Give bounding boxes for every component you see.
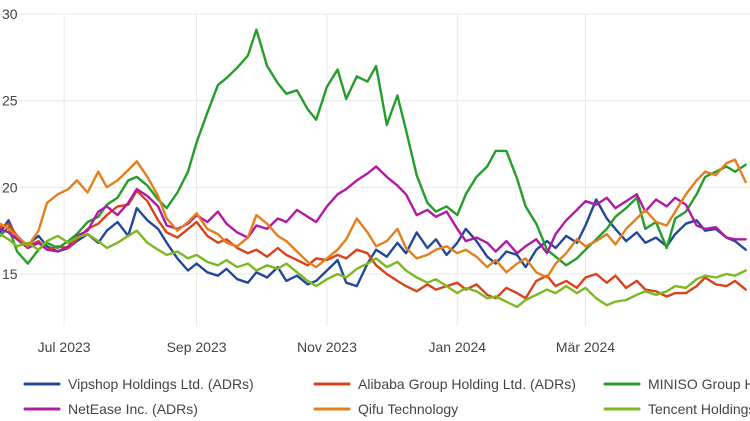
y-tick-label: 20 <box>2 179 18 195</box>
x-tick-label: Jul 2023 <box>38 339 91 355</box>
series-line-4 <box>0 165 747 255</box>
series-line-3 <box>0 28 747 267</box>
x-tick-label: Nov 2023 <box>297 339 357 355</box>
legend-label: Vipshop Holdings Ltd. (ADRs) <box>68 376 254 392</box>
x-tick-label: Sep 2023 <box>167 339 227 355</box>
legend-label: NetEase Inc. (ADRs) <box>68 401 198 417</box>
y-tick-label: 15 <box>2 266 18 282</box>
legend: Vipshop Holdings Ltd. (ADRs) Alibaba Grou… <box>23 376 750 417</box>
y-axis-ticks: 15 20 25 30 <box>2 6 18 282</box>
y-tick-label: 30 <box>2 6 18 22</box>
grid <box>0 13 750 326</box>
series-line-2 <box>0 189 747 300</box>
legend-label: Alibaba Group Holding Ltd. (ADRs) <box>358 376 576 392</box>
series-line-6 <box>0 229 747 309</box>
y-tick-label: 25 <box>2 93 18 109</box>
x-tick-label: Jan 2024 <box>428 339 486 355</box>
legend-label: Tencent Holdings Ltd. <box>648 401 750 417</box>
legend-label: MINISO Group Holding Ltd. (ADRs) <box>648 376 750 392</box>
x-axis-ticks: Jul 2023 Sep 2023 Nov 2023 Jan 2024 Mär 2024 <box>38 339 616 355</box>
series-line-5 <box>0 158 747 279</box>
legend-label: Qifu Technology <box>358 401 458 417</box>
series-lines <box>0 28 747 309</box>
x-tick-label: Mär 2024 <box>556 339 615 355</box>
